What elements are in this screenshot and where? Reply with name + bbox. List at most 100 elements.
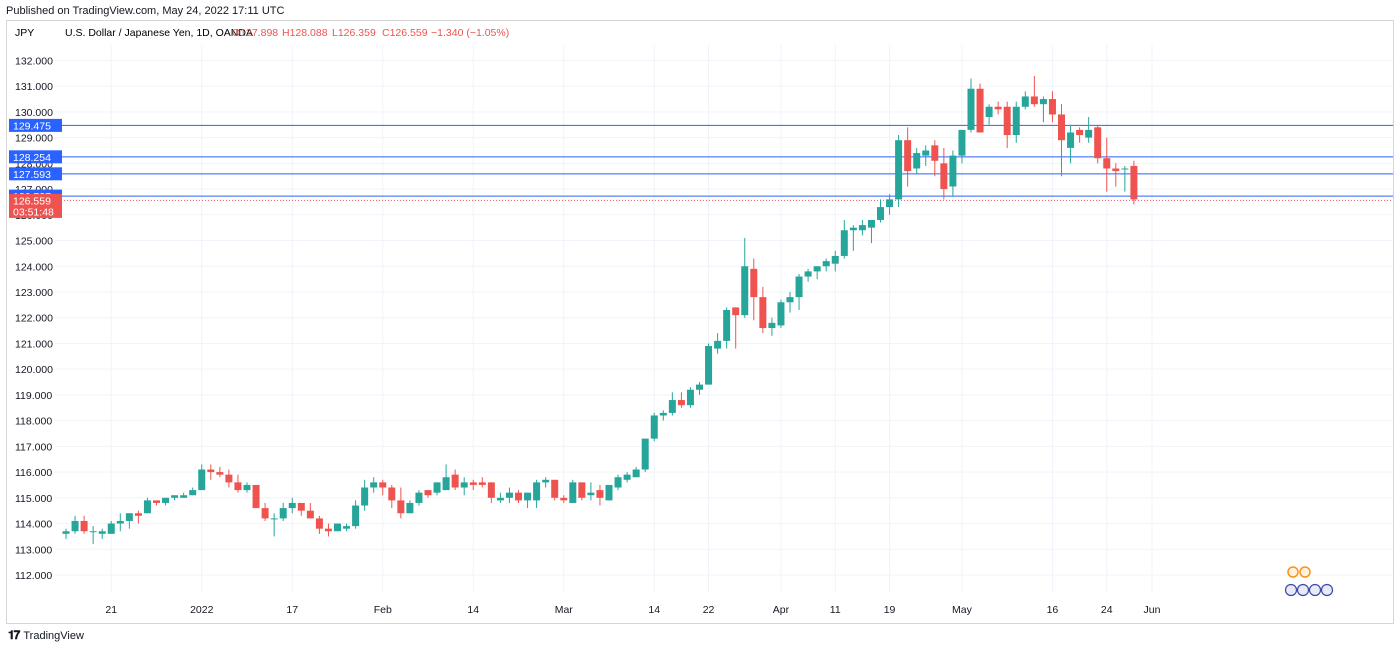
time-tick-label: 16 [1047, 604, 1059, 616]
candle [822, 258, 830, 272]
candle [352, 500, 360, 529]
candle-body [714, 340, 722, 349]
candle [469, 479, 477, 491]
candle [596, 484, 604, 506]
candle [1130, 160, 1138, 205]
price-tick-label: 132.000 [15, 55, 53, 67]
time-tick-label: Feb [374, 604, 392, 616]
candle-body [496, 497, 504, 501]
price-badge [9, 167, 62, 181]
flag-us-icon[interactable] [1308, 583, 1322, 597]
candle [895, 135, 903, 208]
candle-body [442, 477, 450, 491]
candle [207, 464, 215, 480]
price-tick-label: 116.000 [15, 467, 52, 479]
earnings-icon[interactable] [1287, 566, 1299, 578]
candle [886, 194, 894, 215]
candle [334, 523, 341, 532]
candle-body [985, 106, 993, 118]
candle [524, 492, 532, 509]
candle-body [415, 492, 423, 503]
candle [361, 479, 369, 511]
candle-body [632, 469, 640, 478]
candle [515, 490, 522, 503]
candle-body [596, 490, 604, 498]
candle [1076, 127, 1084, 143]
candle-body [487, 482, 495, 498]
candle-body [1039, 99, 1047, 105]
price-tick-label: 118.000 [15, 416, 52, 428]
candle-body [433, 482, 441, 493]
candle [379, 479, 387, 496]
price-tick-label: 113.000 [15, 544, 52, 556]
candle [478, 477, 486, 488]
candle-body [840, 230, 848, 256]
flag-us-icon[interactable] [1284, 583, 1298, 597]
candle [1058, 104, 1065, 177]
candle-body [1021, 96, 1029, 107]
price-axis-labels: 112.000 113.000 114.000 115.000 116.000 117.0… [15, 55, 53, 582]
tradingview-logo[interactable]: 𝟏𝟕 TradingView [8, 628, 84, 643]
candle [279, 502, 287, 521]
candlestick-chart[interactable]: 112.000 113.000 114.000 115.000 116.000 117.0… [7, 21, 1393, 623]
candle-body [171, 495, 179, 498]
candle-body [252, 484, 260, 509]
candle [143, 497, 151, 514]
candle [162, 497, 170, 506]
candle-body [542, 479, 550, 483]
candle [1048, 91, 1056, 123]
legend-symbol: JPY [15, 27, 34, 39]
candle-body [343, 526, 351, 529]
flag-us-icon[interactable] [1296, 583, 1310, 597]
price-tick-label: 120.000 [15, 364, 53, 376]
candle [641, 438, 649, 473]
candle [714, 333, 722, 354]
price-badge-label: 129.475 [13, 120, 51, 132]
candle-body [551, 479, 559, 498]
candle [958, 129, 966, 164]
candle-body [831, 255, 839, 264]
candle-body [1012, 106, 1020, 136]
candle-body [768, 322, 776, 329]
time-tick-label: Apr [773, 604, 790, 616]
candle [315, 515, 323, 534]
candle [261, 502, 269, 521]
candle [913, 147, 921, 174]
candle-body [650, 415, 658, 439]
candle-body [1103, 158, 1111, 169]
time-tick-label: 24 [1101, 604, 1113, 616]
candle-body [324, 528, 332, 532]
candle [759, 286, 767, 334]
time-tick-label: 17 [286, 604, 298, 616]
earnings-icon[interactable] [1299, 566, 1311, 578]
candle [1067, 124, 1075, 164]
candle-body [334, 523, 341, 532]
candle-body [143, 500, 151, 514]
candle [297, 502, 305, 516]
candle [270, 513, 278, 537]
flag-us-icon[interactable] [1320, 583, 1334, 597]
candle-body [976, 88, 984, 133]
candle [80, 515, 88, 534]
candle [940, 147, 948, 200]
candle-body [189, 490, 197, 496]
candle-body [162, 497, 170, 503]
candle-body [849, 227, 857, 231]
last-price-label: 126.559 [13, 195, 51, 207]
candle [306, 502, 314, 519]
price-tick-label: 114.000 [15, 519, 52, 531]
candle [650, 412, 658, 442]
time-tick-label: 21 [105, 604, 117, 616]
legend-open: O127.898 [232, 27, 278, 39]
candle-body [795, 276, 803, 298]
price-tick-label: 119.000 [15, 390, 52, 402]
candle [668, 392, 676, 416]
candle [1103, 137, 1111, 192]
event-markers[interactable] [1284, 566, 1334, 597]
candle-body [116, 520, 124, 524]
candle [116, 513, 124, 532]
chart-frame[interactable]: 112.000 113.000 114.000 115.000 116.000 117.0… [6, 20, 1394, 624]
candle-body [225, 474, 233, 483]
candle-body [614, 477, 622, 488]
candle [831, 250, 839, 272]
